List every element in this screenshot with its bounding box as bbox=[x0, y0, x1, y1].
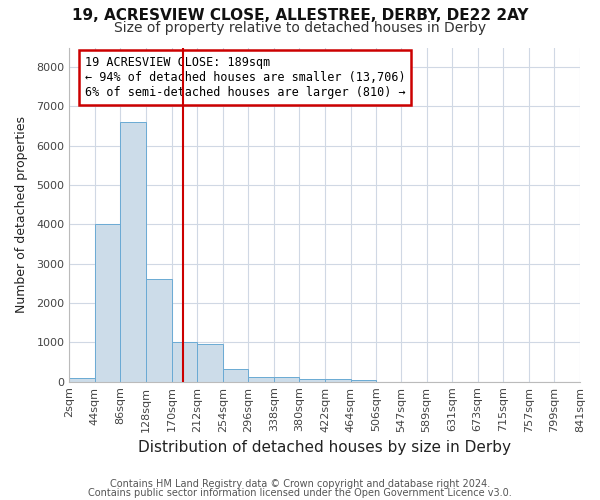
Bar bbox=[299, 378, 325, 382]
Bar bbox=[197, 344, 223, 382]
Text: 19 ACRESVIEW CLOSE: 189sqm
← 94% of detached houses are smaller (13,706)
6% of s: 19 ACRESVIEW CLOSE: 189sqm ← 94% of deta… bbox=[85, 56, 405, 99]
Text: 19, ACRESVIEW CLOSE, ALLESTREE, DERBY, DE22 2AY: 19, ACRESVIEW CLOSE, ALLESTREE, DERBY, D… bbox=[72, 8, 528, 22]
X-axis label: Distribution of detached houses by size in Derby: Distribution of detached houses by size … bbox=[138, 440, 511, 455]
Bar bbox=[223, 368, 248, 382]
Bar bbox=[274, 378, 299, 382]
Bar bbox=[350, 380, 376, 382]
Text: Contains public sector information licensed under the Open Government Licence v3: Contains public sector information licen… bbox=[88, 488, 512, 498]
Bar bbox=[146, 280, 172, 382]
Bar bbox=[70, 378, 95, 382]
Y-axis label: Number of detached properties: Number of detached properties bbox=[15, 116, 28, 313]
Bar bbox=[325, 380, 350, 382]
Bar bbox=[121, 122, 146, 382]
Bar bbox=[172, 342, 197, 382]
Text: Contains HM Land Registry data © Crown copyright and database right 2024.: Contains HM Land Registry data © Crown c… bbox=[110, 479, 490, 489]
Bar bbox=[248, 376, 274, 382]
Bar bbox=[95, 224, 121, 382]
Text: Size of property relative to detached houses in Derby: Size of property relative to detached ho… bbox=[114, 21, 486, 35]
